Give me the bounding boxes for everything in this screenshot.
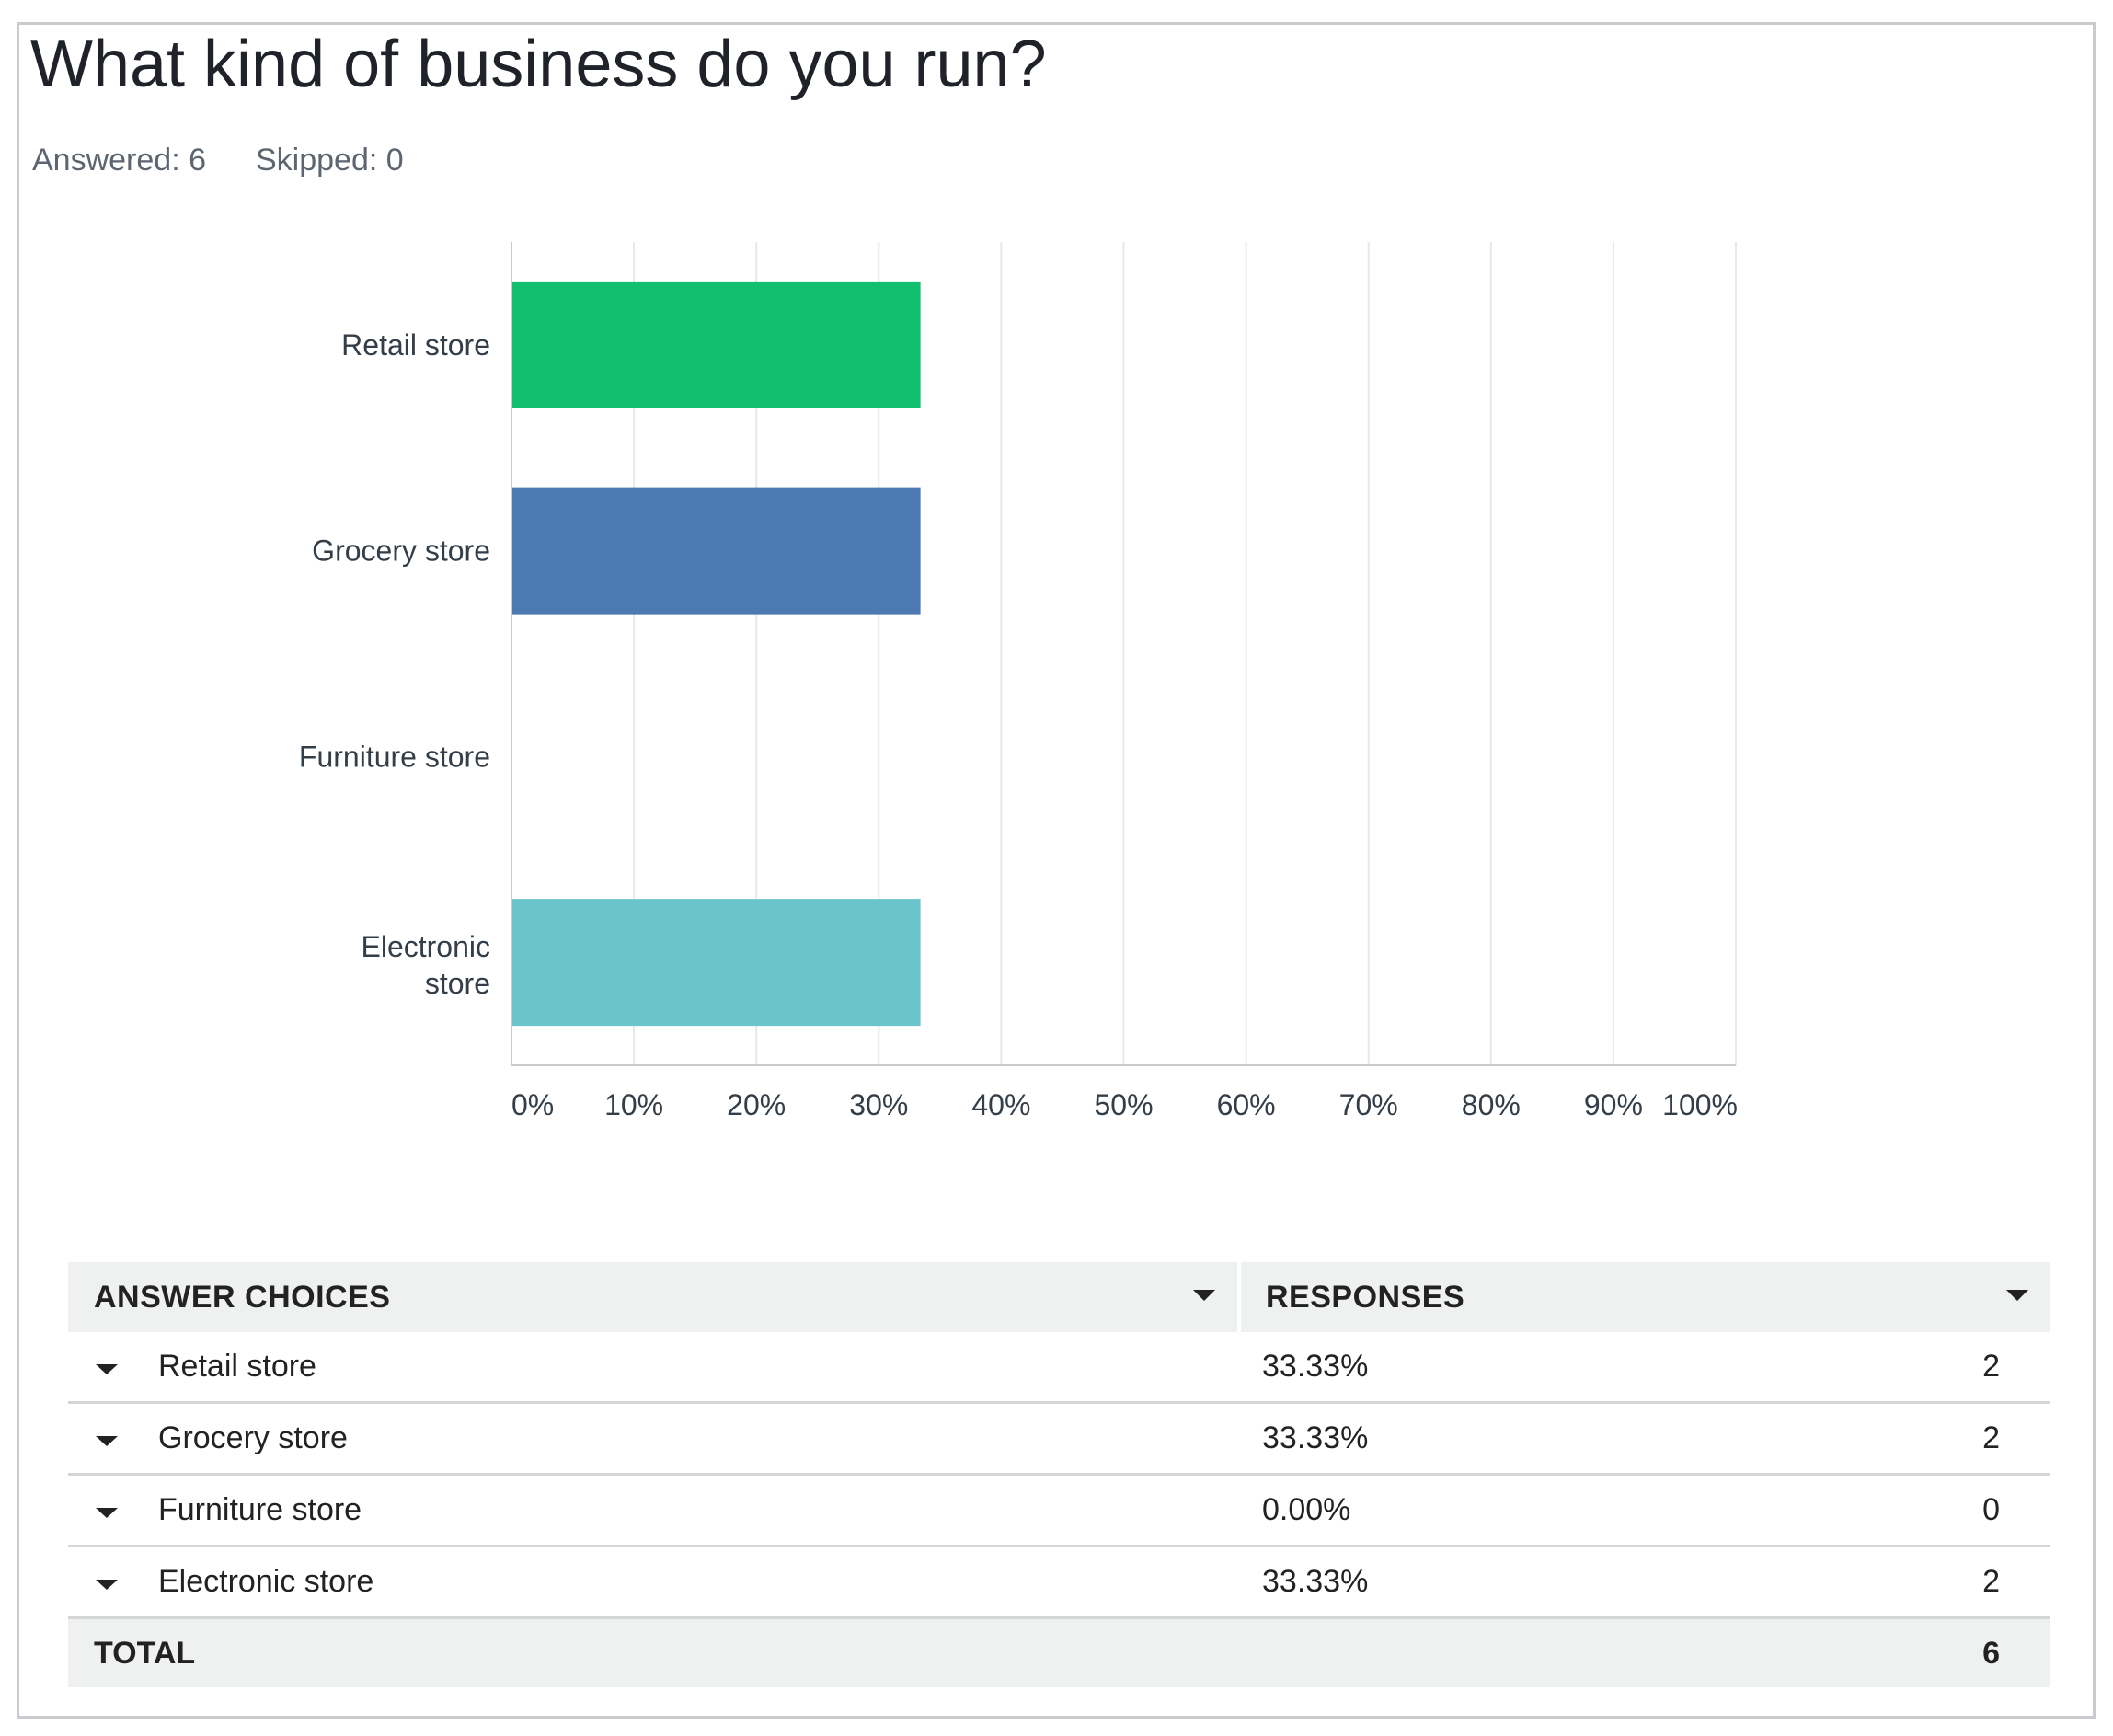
bar-chart: 0% 10% 20% 30% 40% 50% 60% 70% 80% 90% 100% Retail … xyxy=(299,242,1738,1121)
category-label: Grocery store xyxy=(312,535,490,568)
response-percent: 33.33% xyxy=(1262,1564,1369,1599)
category-label: Furniture store xyxy=(299,740,490,773)
bar xyxy=(512,487,921,615)
x-tick-label: 90% xyxy=(1584,1088,1643,1121)
response-count: 0 xyxy=(1982,1492,2000,1527)
sort-choices-icon[interactable] xyxy=(1193,1290,1215,1301)
table-row: Retail store 33.33% 2 xyxy=(68,1332,2050,1404)
response-count: 2 xyxy=(1982,1564,2000,1599)
response-percent: 33.33% xyxy=(1262,1420,1369,1455)
responses-label: RESPONSES xyxy=(1266,1279,1465,1315)
responses-header[interactable]: RESPONSES xyxy=(1241,1262,2050,1332)
total-value: 6 xyxy=(1982,1635,2000,1671)
question-summary-card: What kind of business do you run? Answer… xyxy=(17,22,2096,1719)
response-percent: 0.00% xyxy=(1262,1492,1351,1527)
response-stats: Answered: 6 Skipped: 0 xyxy=(32,143,454,178)
table-row: Grocery store 33.33% 2 xyxy=(68,1404,2050,1476)
x-tick-label: 40% xyxy=(971,1088,1030,1121)
sort-responses-icon[interactable] xyxy=(2006,1290,2028,1301)
expand-row-icon[interactable] xyxy=(96,1580,118,1590)
total-label: TOTAL xyxy=(94,1635,196,1671)
question-title: What kind of business do you run? xyxy=(30,28,1047,101)
skipped-count: Skipped: 0 xyxy=(256,143,404,178)
table-row: Electronic store 33.33% 2 xyxy=(68,1547,2050,1619)
bar xyxy=(512,899,921,1027)
category-label: store xyxy=(425,967,490,1000)
x-tick-label: 70% xyxy=(1339,1088,1398,1121)
x-tick-label: 80% xyxy=(1462,1088,1521,1121)
response-count: 2 xyxy=(1982,1420,2000,1455)
answer-choice: Grocery store xyxy=(158,1420,348,1455)
answer-choice: Retail store xyxy=(158,1349,316,1384)
response-percent: 33.33% xyxy=(1262,1349,1369,1384)
expand-row-icon[interactable] xyxy=(96,1508,118,1518)
x-tick-label: 0% xyxy=(511,1088,554,1121)
x-tick-label: 60% xyxy=(1217,1088,1276,1121)
answer-choice: Electronic store xyxy=(158,1564,374,1599)
category-label: Electronic xyxy=(362,930,491,963)
x-tick-label: 20% xyxy=(727,1088,786,1121)
answer-choices-header[interactable]: ANSWER CHOICES xyxy=(68,1262,1241,1332)
table-header: ANSWER CHOICES RESPONSES xyxy=(68,1262,2050,1332)
x-tick-label: 50% xyxy=(1094,1088,1153,1121)
answered-count: Answered: 6 xyxy=(32,143,206,178)
total-row: TOTAL 6 xyxy=(68,1619,2050,1687)
expand-row-icon[interactable] xyxy=(96,1436,118,1446)
x-tick-label: 30% xyxy=(849,1088,908,1121)
category-label: Retail store xyxy=(341,328,490,362)
response-count: 2 xyxy=(1982,1349,2000,1384)
expand-row-icon[interactable] xyxy=(96,1364,118,1374)
answer-choices-label: ANSWER CHOICES xyxy=(94,1279,391,1315)
responses-table: ANSWER CHOICES RESPONSES Retail store 33… xyxy=(68,1262,2050,1687)
x-tick-label: 10% xyxy=(604,1088,663,1121)
table-row: Furniture store 0.00% 0 xyxy=(68,1476,2050,1547)
x-tick-label: 100% xyxy=(1662,1088,1738,1121)
answer-choice: Furniture store xyxy=(158,1492,362,1527)
bar xyxy=(512,281,921,408)
